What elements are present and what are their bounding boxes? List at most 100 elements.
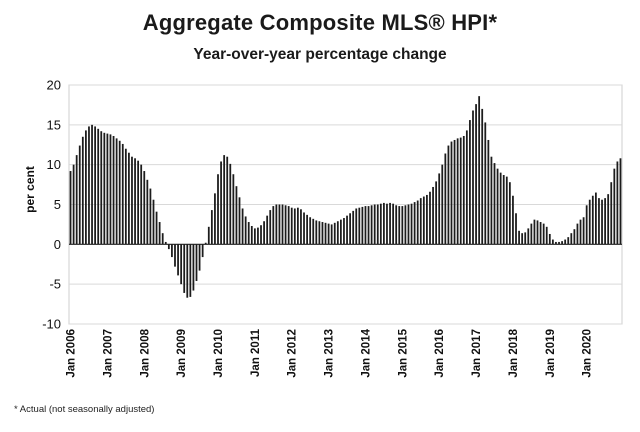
bar [121, 143, 124, 245]
bar [481, 108, 484, 245]
bar [253, 228, 256, 245]
bar [278, 204, 281, 245]
bar [257, 227, 259, 245]
bar [137, 160, 140, 245]
bar [303, 212, 305, 245]
bar [75, 155, 78, 245]
bar [174, 244, 176, 267]
bar [585, 205, 588, 245]
bar [462, 135, 465, 245]
bar [595, 192, 597, 245]
bar [223, 155, 226, 245]
bar [438, 173, 441, 245]
y-tick-label: 15 [47, 117, 61, 132]
x-tick-label: Jan 2013 [324, 329, 336, 378]
bar [376, 204, 379, 245]
bar [392, 203, 395, 245]
bar [564, 239, 567, 245]
y-tick-label: -5 [49, 277, 61, 292]
bar [69, 171, 72, 245]
bar [140, 164, 143, 245]
bar [447, 145, 450, 245]
bar [78, 145, 81, 245]
chart-title: Aggregate Composite MLS® HPI* [142, 10, 498, 35]
x-tick-label: Jan 2007 [102, 329, 114, 378]
bar [152, 199, 155, 245]
bar [217, 174, 219, 245]
bar [161, 233, 164, 245]
bar [570, 233, 573, 245]
bar [386, 203, 388, 245]
bar [244, 216, 247, 245]
bar [100, 131, 103, 245]
bar [591, 195, 594, 245]
bar [312, 218, 315, 245]
bar [207, 226, 210, 245]
x-tick-label: Jan 2016 [434, 329, 446, 378]
bar [456, 138, 459, 245]
bar [487, 139, 490, 245]
x-tick-label: Jan 2006 [66, 329, 78, 378]
bar [453, 139, 456, 245]
x-tick-label: Jan 2019 [545, 329, 557, 378]
bar [306, 214, 308, 245]
x-tick-label: Jan 2010 [213, 329, 225, 378]
bar [109, 134, 112, 245]
bar [330, 224, 333, 245]
bar [508, 182, 511, 245]
bar [226, 156, 229, 245]
x-tick-label: Jan 2009 [176, 329, 188, 378]
bar [134, 158, 136, 245]
x-tick-label: Jan 2015 [397, 328, 409, 377]
bar [195, 244, 198, 281]
bar [607, 194, 610, 245]
bar [521, 233, 524, 245]
bar [88, 126, 90, 245]
bar [284, 205, 287, 245]
bar [106, 133, 109, 245]
bar [416, 200, 419, 245]
bar [167, 244, 170, 250]
bar [293, 208, 296, 245]
bar [155, 211, 158, 245]
x-tick-label: Jan 2020 [582, 329, 594, 378]
bar [204, 242, 207, 245]
bar [269, 210, 272, 245]
bar [235, 186, 238, 245]
bar [533, 219, 536, 245]
bar [422, 196, 425, 245]
y-tick-label: 0 [54, 237, 61, 252]
bar [112, 135, 115, 245]
bar [275, 204, 278, 245]
bar [94, 126, 96, 245]
bar [263, 221, 265, 245]
x-tick-label: Jan 2008 [139, 328, 151, 377]
bar [186, 244, 189, 298]
bar [398, 206, 401, 245]
bar [490, 156, 493, 245]
bar [558, 241, 560, 245]
bar [518, 230, 520, 245]
bar [493, 163, 496, 245]
bar [539, 222, 542, 245]
footnote: * Actual (not seasonally adjusted) [14, 404, 155, 415]
bar [198, 244, 201, 271]
bar [201, 244, 204, 258]
x-tick-label: Jan 2017 [471, 329, 483, 378]
bar [131, 156, 133, 245]
bar [601, 199, 603, 245]
bar [361, 206, 364, 245]
bar [340, 219, 342, 245]
bar [260, 225, 262, 245]
bar [309, 217, 312, 245]
bar [290, 207, 293, 245]
y-axis-label: per cent [23, 166, 37, 213]
bar [296, 207, 299, 245]
bar [576, 223, 579, 245]
bar [192, 244, 195, 291]
bar [573, 229, 576, 245]
y-tick-label: -10 [42, 317, 61, 332]
bar [407, 204, 410, 245]
bar [389, 202, 391, 245]
